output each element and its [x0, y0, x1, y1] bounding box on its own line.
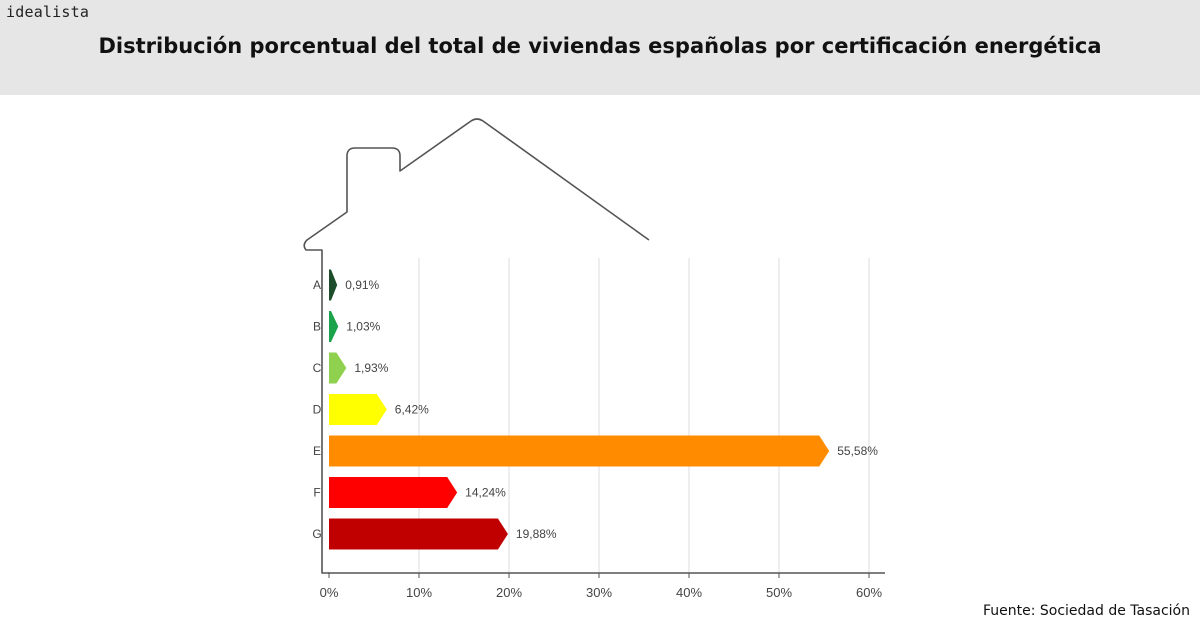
category-label: D	[313, 403, 322, 417]
x-tick-label: 20%	[496, 585, 522, 600]
category-label: A	[313, 278, 321, 292]
bar-f	[329, 477, 458, 508]
category-label: G	[312, 527, 321, 541]
brand-logo-text: idealista	[6, 3, 90, 21]
bar-c	[329, 352, 347, 384]
data-label: 1,93%	[354, 361, 388, 375]
category-label: F	[313, 486, 320, 500]
bar-d	[329, 394, 387, 425]
x-tick-label: 60%	[856, 585, 882, 600]
x-tick-label: 0%	[320, 585, 339, 600]
bars: A 0,91% B 1,03% C 1,93% D 6,42% E 55,58% F 14,24% G 1…	[312, 269, 878, 550]
gridlines	[418, 258, 870, 573]
house-outline-path	[303, 118, 650, 574]
category-label: C	[313, 361, 322, 375]
x-tick-label: 30%	[586, 585, 612, 600]
bar-e	[329, 435, 830, 467]
bar-a	[329, 269, 338, 301]
data-label: 1,03%	[346, 320, 380, 334]
house-outline	[303, 118, 650, 574]
source-note: Fuente: Sociedad de Tasación	[982, 603, 1190, 619]
chart-title: Distribución porcentual del total de viv…	[98, 34, 1102, 58]
bar-g	[329, 518, 508, 550]
x-axis: 0% 10% 20% 30% 40% 50% 60%	[320, 572, 885, 600]
x-tick-label: 10%	[406, 585, 432, 600]
data-label: 19,88%	[516, 527, 557, 541]
data-label: 14,24%	[465, 486, 506, 500]
x-tick-label: 40%	[676, 585, 702, 600]
category-label: B	[313, 320, 321, 334]
category-label: E	[313, 444, 321, 458]
data-label: 55,58%	[837, 444, 878, 458]
data-label: 0,91%	[345, 278, 379, 292]
data-label: 6,42%	[395, 403, 429, 417]
header-band: idealista Distribución porcentual del to…	[0, 0, 1200, 95]
bar-b	[329, 311, 339, 342]
x-tick-label: 50%	[766, 585, 792, 600]
